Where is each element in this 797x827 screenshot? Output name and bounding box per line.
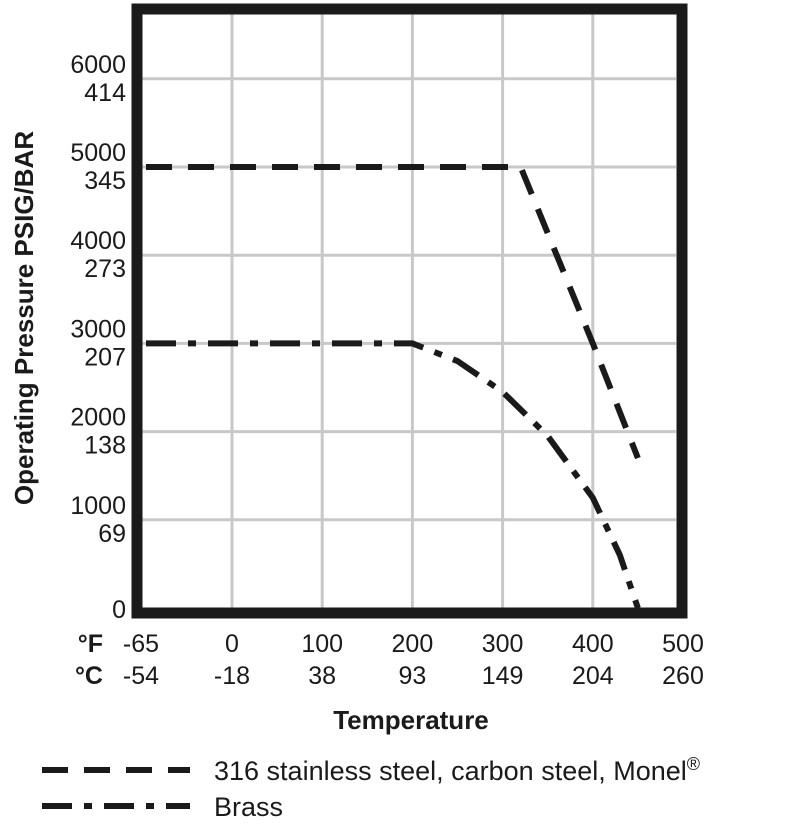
x-tick-label-f: 100 — [301, 630, 343, 658]
x-tick-label-c: 38 — [308, 662, 336, 690]
x-tick-labels: -65 -54 0 -18 100 38 200 93 300 149 400 204 500 260 — [123, 630, 704, 690]
y-tick-label-bar: 414 — [84, 79, 126, 107]
y-tick-label-psi: 6000 — [70, 51, 126, 79]
grid — [142, 14, 676, 608]
series-line-steel — [146, 164, 641, 460]
x-tick-label-f: 300 — [482, 630, 524, 658]
x-tick-label-f: 400 — [572, 630, 614, 658]
y-axis-title: Operating Pressure PSIG/BAR — [9, 131, 39, 505]
y-tick-label-bar: 69 — [98, 520, 126, 548]
x-tick-label-c: -18 — [214, 662, 250, 690]
y-tick-label-psi: 4000 — [70, 227, 126, 255]
y-tick-label-bar: 345 — [84, 167, 126, 195]
y-tick-label-bar: 207 — [84, 343, 126, 371]
y-tick-label-psi: 2000 — [70, 404, 126, 432]
x-tick-label-c: 93 — [398, 662, 426, 690]
y-tick-label-bar: 138 — [84, 432, 126, 460]
x-axis-title: Temperature — [333, 705, 489, 735]
legend-label-brass: Brass — [214, 792, 283, 822]
series-lines — [146, 164, 641, 609]
plot-frame — [131, 3, 688, 619]
x-tick-label-f: 0 — [225, 630, 239, 658]
x-tick-label-c: 204 — [572, 662, 614, 690]
y-tick-label-psi: 3000 — [70, 315, 126, 343]
y-tick-label-psi: 5000 — [70, 139, 126, 167]
x-unit-primary: °F — [78, 630, 103, 658]
legend: 316 stainless steel, carbon steel, Monel… — [42, 754, 700, 822]
legend-label-steel: 316 stainless steel, carbon steel, Monel… — [214, 754, 700, 786]
series-line-brass — [146, 340, 641, 609]
x-tick-label-c: 260 — [662, 662, 704, 690]
y-tick-label-psi: 0 — [112, 596, 126, 624]
x-tick-label-c: 149 — [482, 662, 524, 690]
x-tick-label-f: -65 — [123, 630, 159, 658]
x-unit-secondary: °C — [75, 662, 103, 690]
x-tick-label-f: 500 — [662, 630, 704, 658]
y-tick-label-bar: 273 — [84, 255, 126, 283]
x-tick-label-c: -54 — [123, 662, 159, 690]
x-tick-label-f: 200 — [392, 630, 434, 658]
y-tick-label-psi: 1000 — [70, 492, 126, 520]
